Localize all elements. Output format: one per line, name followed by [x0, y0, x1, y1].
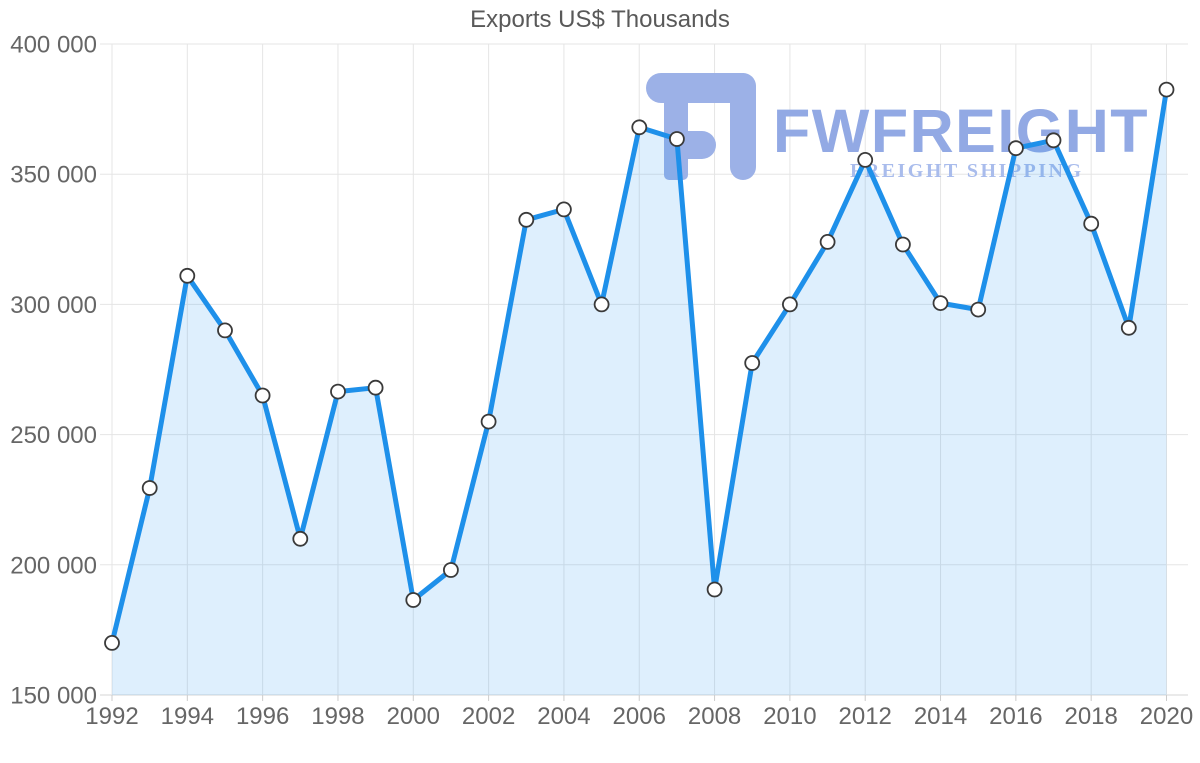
data-point-marker[interactable] — [330, 383, 346, 400]
y-tick-label: 200 000 — [10, 552, 97, 579]
area-fill — [112, 89, 1167, 696]
series-layer — [104, 81, 1175, 696]
data-point-marker[interactable] — [442, 562, 459, 578]
data-point-marker[interactable] — [367, 379, 384, 396]
data-point-marker[interactable] — [556, 201, 572, 218]
data-point-marker[interactable] — [405, 592, 422, 608]
data-point-marker[interactable] — [292, 530, 309, 547]
x-tick-label: 2014 — [914, 703, 967, 730]
axis-labels-layer: 150 000 200 000 250 000 300 000 350 000 400 0… — [10, 32, 1193, 731]
y-tick-label: 150 000 — [10, 683, 97, 710]
data-point-marker[interactable] — [254, 387, 271, 404]
x-tick-label: 1998 — [311, 703, 364, 730]
data-point-marker[interactable] — [932, 295, 949, 312]
chart-title: Exports US$ Thousands — [470, 6, 730, 33]
data-point-marker[interactable] — [1083, 215, 1100, 232]
y-tick-label: 350 000 — [10, 162, 97, 189]
data-point-marker[interactable] — [631, 119, 648, 136]
watermark: FWFREIGHT FREIGHT SHIPPING — [646, 73, 1149, 182]
y-tick-label: 400 000 — [10, 32, 97, 59]
x-tick-label: 2018 — [1064, 703, 1117, 730]
x-tick-label: 2008 — [688, 703, 741, 730]
watermark-brand-text: FWFREIGHT — [773, 97, 1149, 165]
data-point-marker[interactable] — [1045, 132, 1062, 149]
x-tick-label: 2020 — [1140, 703, 1193, 730]
data-point-marker[interactable] — [1008, 140, 1024, 157]
data-point-marker[interactable] — [782, 296, 798, 313]
data-point-marker[interactable] — [895, 236, 911, 253]
data-point-marker[interactable] — [970, 301, 987, 318]
data-point-marker[interactable] — [104, 635, 120, 651]
x-tick-label: 2006 — [613, 703, 666, 730]
y-tick-label: 300 000 — [10, 292, 97, 319]
x-tick-label: 2002 — [462, 703, 515, 730]
data-point-marker[interactable] — [857, 151, 874, 168]
data-point-marker[interactable] — [480, 413, 497, 430]
watermark-subtitle-text: FREIGHT SHIPPING — [850, 160, 1084, 182]
data-point-marker[interactable] — [179, 267, 196, 284]
x-tick-label: 2010 — [763, 703, 816, 730]
x-tick-label: 1992 — [85, 703, 138, 730]
x-tick-label: 2000 — [387, 703, 440, 730]
data-point-marker[interactable] — [593, 296, 610, 313]
data-point-marker[interactable] — [141, 480, 158, 496]
x-tick-label: 1994 — [161, 703, 214, 730]
data-point-marker[interactable] — [1158, 81, 1175, 98]
x-tick-label: 2016 — [989, 703, 1042, 730]
y-tick-label: 250 000 — [10, 422, 97, 449]
data-point-marker[interactable] — [706, 581, 723, 598]
x-tick-label: 2004 — [537, 703, 590, 730]
data-point-marker[interactable] — [1120, 319, 1137, 336]
x-tick-label: 1996 — [236, 703, 289, 730]
data-point-marker[interactable] — [669, 131, 685, 147]
data-point-marker[interactable] — [518, 211, 535, 228]
x-tick-label: 2012 — [839, 703, 892, 730]
data-point-marker[interactable] — [744, 355, 761, 371]
data-point-marker[interactable] — [819, 233, 836, 250]
watermark-logo-icon — [646, 73, 756, 180]
data-point-marker[interactable] — [217, 322, 233, 339]
